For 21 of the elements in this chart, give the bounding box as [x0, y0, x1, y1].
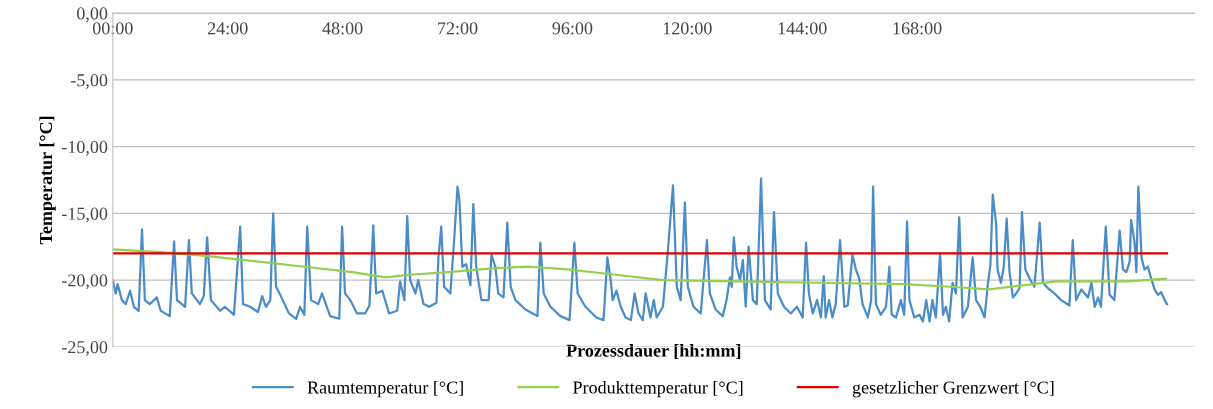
x-tick-label: 48:00	[322, 22, 363, 35]
y-tick-label: -20,00	[61, 274, 108, 290]
y-tick-label: -10,00	[61, 140, 108, 156]
y-tick-label: 0,00	[77, 7, 108, 23]
legend-label: gesetzlicher Grenzwert [°C]	[852, 380, 1054, 398]
x-tick-label: 144:00	[778, 22, 827, 35]
line-series	[112, 248, 1168, 291]
y-axis-title: Temperatur [°C]	[39, 116, 56, 245]
x-tick-label: 72:00	[438, 22, 478, 35]
y-tick-label: -15,00	[61, 207, 108, 223]
x-tick-label: 120:00	[663, 22, 712, 35]
legend-label: Raumtemperatur [°C]	[307, 380, 463, 398]
line-series	[112, 177, 1169, 323]
y-tick-label: -25,00	[61, 341, 108, 356]
x-tick-label: 24:00	[207, 22, 248, 35]
x-tick-label: 00:00	[92, 22, 133, 35]
x-tick-label: 168:00	[893, 22, 942, 35]
legend-label: Produkttemperatur [°C]	[573, 380, 743, 398]
x-tick-label: 96:00	[552, 22, 593, 35]
y-tick-label: -5,00	[71, 74, 108, 89]
x-axis-title: Prozessdauer [hh:mm]	[566, 344, 741, 359]
